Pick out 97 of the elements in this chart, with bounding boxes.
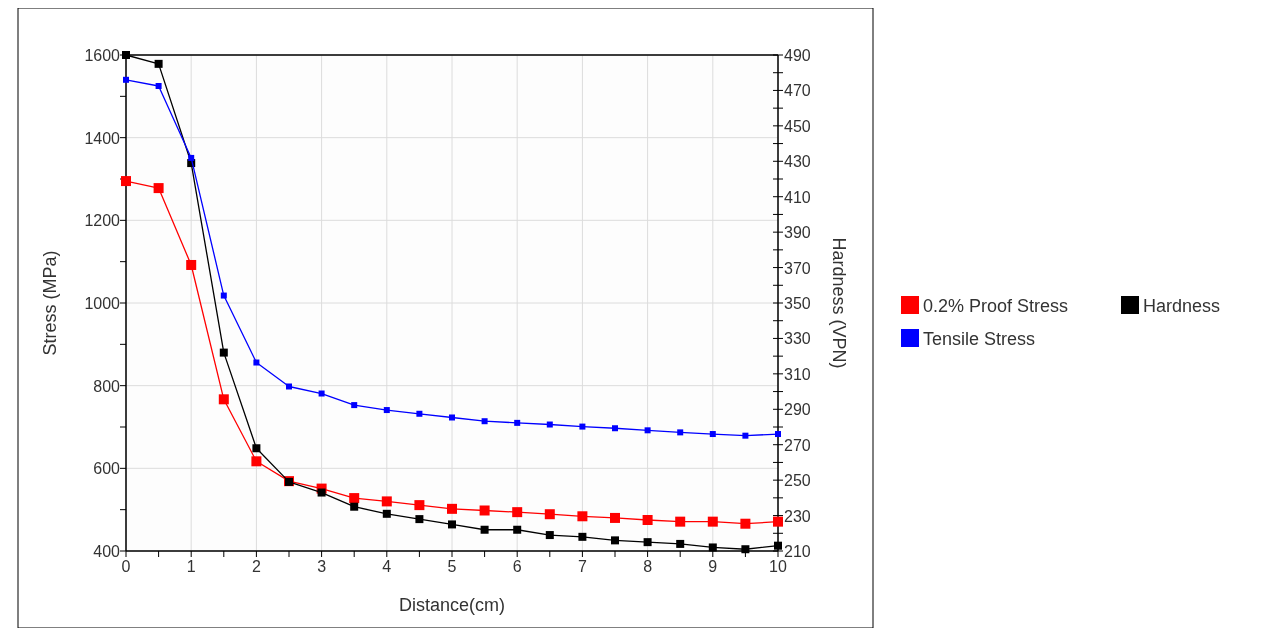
y2-tick-label: 410 bbox=[784, 188, 811, 206]
point bbox=[449, 414, 455, 421]
point bbox=[677, 429, 684, 436]
point bbox=[383, 407, 390, 414]
x-tick-label: 1 bbox=[186, 558, 196, 575]
point bbox=[709, 431, 716, 438]
point bbox=[481, 418, 488, 425]
point bbox=[741, 545, 750, 554]
point bbox=[774, 541, 782, 550]
point bbox=[545, 531, 554, 540]
y-tick-label: 1200 bbox=[84, 212, 121, 230]
point bbox=[512, 507, 523, 518]
y2-tick-label: 250 bbox=[784, 472, 811, 490]
x-tick-label: 9 bbox=[708, 558, 718, 575]
point bbox=[121, 176, 131, 187]
point bbox=[448, 520, 456, 529]
point bbox=[350, 502, 359, 511]
y2-tick-label: 430 bbox=[784, 153, 811, 171]
y-tick-label: 600 bbox=[93, 460, 121, 478]
point bbox=[382, 509, 391, 518]
point bbox=[643, 538, 652, 547]
y2-tick-label: 490 bbox=[784, 47, 811, 64]
y2-tick-label: 370 bbox=[784, 259, 811, 277]
point bbox=[252, 444, 261, 453]
point bbox=[349, 493, 360, 504]
x-tick-label: 10 bbox=[769, 558, 787, 575]
point bbox=[219, 348, 228, 357]
y2-tick-label: 210 bbox=[784, 543, 811, 560]
x-tick-label: 0 bbox=[121, 558, 131, 575]
point bbox=[251, 456, 262, 467]
point bbox=[351, 402, 358, 409]
point bbox=[514, 419, 521, 426]
y-tick-label: 400 bbox=[93, 543, 121, 560]
point bbox=[220, 292, 227, 299]
point bbox=[644, 427, 651, 434]
point bbox=[415, 515, 424, 524]
point bbox=[544, 509, 555, 520]
y-tick-label: 800 bbox=[93, 377, 121, 395]
y-tick-label: 1000 bbox=[84, 295, 121, 312]
y2-tick-label: 310 bbox=[784, 365, 811, 383]
point bbox=[416, 410, 423, 417]
point bbox=[286, 383, 292, 390]
x-axis-title: Distance(cm) bbox=[398, 595, 506, 615]
y-tick-label: 1400 bbox=[84, 129, 121, 147]
y2-tick-label: 230 bbox=[784, 507, 811, 525]
y2-tick-label: 290 bbox=[784, 401, 811, 419]
point bbox=[775, 431, 781, 438]
point bbox=[188, 154, 195, 161]
point bbox=[153, 183, 164, 194]
point bbox=[480, 525, 489, 534]
point bbox=[610, 512, 620, 523]
x-tick-label: 2 bbox=[251, 558, 261, 575]
point bbox=[155, 83, 162, 89]
legend-label: Tensile Stress bbox=[923, 329, 1036, 349]
x-tick-label: 4 bbox=[382, 558, 392, 575]
y-axis-title: Stress (MPa) bbox=[40, 250, 60, 356]
point bbox=[154, 59, 163, 68]
point bbox=[612, 425, 618, 432]
point bbox=[318, 390, 325, 397]
x-tick-label: 3 bbox=[317, 558, 327, 575]
point bbox=[707, 516, 718, 527]
point bbox=[218, 394, 229, 405]
point bbox=[742, 432, 749, 439]
point bbox=[513, 525, 522, 534]
point bbox=[479, 505, 490, 516]
point bbox=[675, 516, 686, 527]
y2-tick-label: 330 bbox=[784, 330, 811, 348]
point bbox=[611, 536, 619, 545]
point bbox=[579, 423, 586, 430]
point bbox=[642, 515, 653, 525]
point bbox=[740, 518, 751, 529]
x-tick-label: 6 bbox=[512, 558, 522, 575]
point bbox=[578, 532, 587, 541]
legend-label: Hardness bbox=[1143, 296, 1221, 316]
point bbox=[123, 76, 129, 83]
point bbox=[317, 488, 326, 497]
point bbox=[546, 421, 553, 428]
point bbox=[381, 496, 392, 507]
y-tick-label: 1600 bbox=[84, 47, 121, 64]
point bbox=[676, 539, 685, 548]
legend-label: 0.2% Proof Stress bbox=[923, 296, 1069, 316]
y2-tick-label: 390 bbox=[784, 224, 811, 242]
point bbox=[708, 543, 717, 552]
point bbox=[414, 500, 425, 511]
y2-axis-title: Hardness (VPN) bbox=[829, 237, 849, 369]
x-tick-label: 7 bbox=[577, 558, 587, 575]
point bbox=[773, 516, 783, 527]
x-tick-label: 8 bbox=[643, 558, 653, 575]
y2-tick-label: 270 bbox=[784, 436, 811, 454]
point bbox=[447, 503, 457, 514]
point bbox=[186, 259, 197, 270]
y2-tick-label: 350 bbox=[784, 295, 811, 312]
y2-tick-label: 470 bbox=[784, 82, 811, 100]
point bbox=[253, 359, 260, 366]
y2-tick-label: 450 bbox=[784, 117, 811, 135]
x-tick-label: 5 bbox=[447, 558, 457, 575]
point bbox=[577, 511, 588, 522]
